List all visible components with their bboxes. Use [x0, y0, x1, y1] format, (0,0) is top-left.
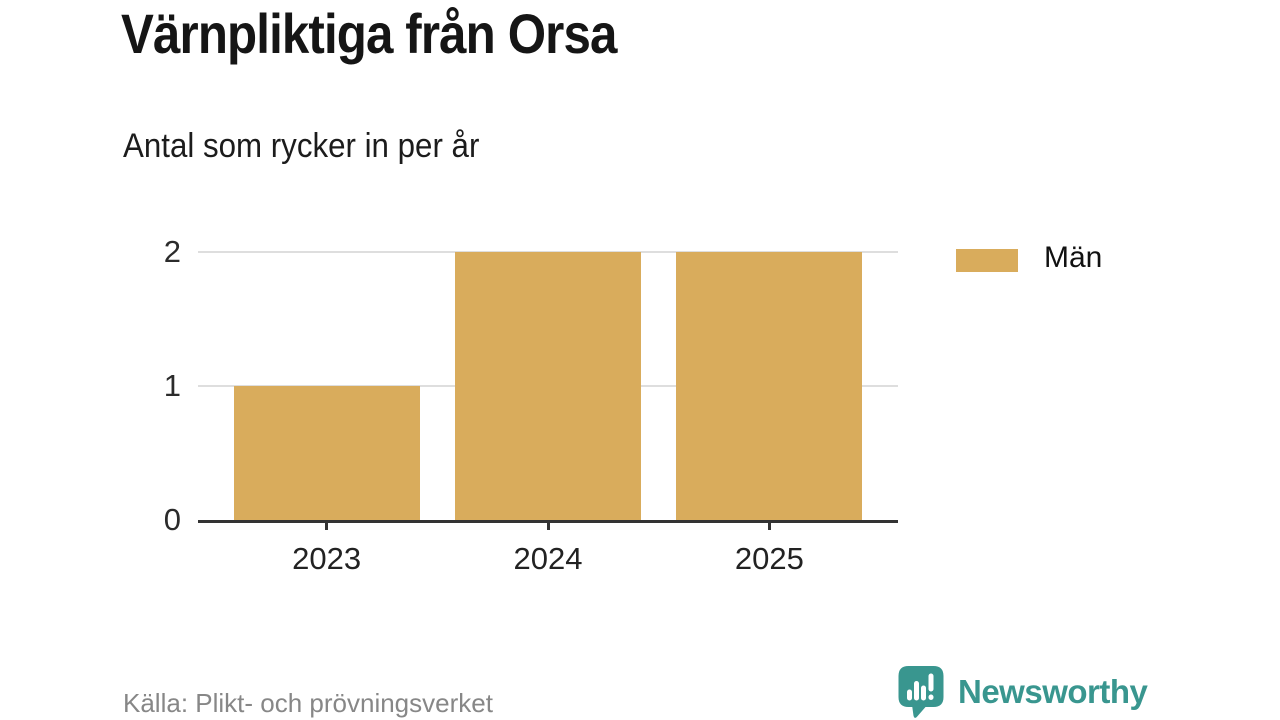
x-axis-tick-2023: [325, 521, 329, 530]
legend-label-man: Män: [1044, 241, 1103, 274]
bar-2024: [455, 252, 641, 520]
chart-subtitle: Antal som rycker in per år: [123, 127, 480, 165]
chart-legend: Män: [956, 241, 1102, 275]
x-axis-tick-2025: [767, 521, 771, 530]
x-axis-label-2024: 2024: [513, 541, 583, 576]
brand-name: Newsworthy: [958, 673, 1148, 710]
y-axis-label-0: 0: [163, 502, 181, 537]
x-axis-label-2023: 2023: [292, 541, 362, 576]
x-axis-tick-2024: [546, 521, 550, 530]
bar-2025: [676, 252, 863, 520]
chart-title: Värnpliktiga från Orsa: [121, 2, 617, 65]
bar-2023: [233, 386, 420, 520]
y-axis-label-1: 1: [163, 368, 181, 403]
y-axis-label-2: 2: [163, 234, 181, 269]
legend-swatch-man: [956, 249, 1018, 272]
newsworthy-logo: Newsworthy: [898, 666, 1148, 718]
newsworthy-speech-bubble-chart-icon: [898, 666, 944, 718]
x-axis-label-2025: 2025: [734, 541, 804, 576]
source-attribution: Källa: Plikt- och prövningsverket: [123, 688, 493, 718]
plot-area: [198, 251, 898, 530]
